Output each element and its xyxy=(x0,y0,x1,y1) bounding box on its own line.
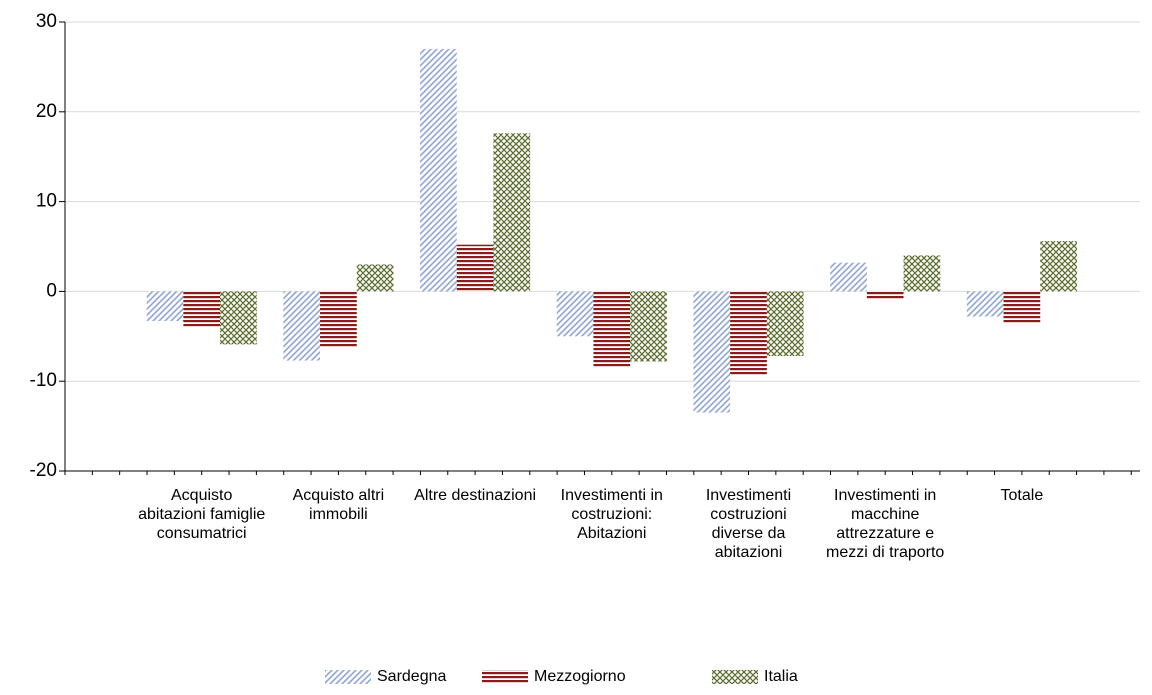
bar xyxy=(730,291,767,375)
bar xyxy=(456,244,494,292)
bar xyxy=(830,262,867,292)
bar xyxy=(493,133,531,292)
bar xyxy=(556,291,594,337)
y-tick-label: -20 xyxy=(30,460,57,481)
x-tick-label: Acquisto abitazioni famiglie consumatric… xyxy=(138,487,266,542)
y-tick-label: 10 xyxy=(36,191,57,212)
bar xyxy=(766,291,804,357)
legend-label: Sardegna xyxy=(377,668,446,685)
x-tick-label: Altre destinazioni xyxy=(414,487,537,504)
bar xyxy=(866,291,904,299)
legend-swatch xyxy=(482,670,528,684)
x-tick-label: Investimenti costruzioni diverse da abit… xyxy=(705,487,792,561)
legend-label: Italia xyxy=(764,668,798,685)
bar xyxy=(966,291,1004,317)
legend-swatch xyxy=(325,670,371,684)
x-tick-label: Investimenti in macchine attrezzature e … xyxy=(826,487,945,561)
y-tick-label: 0 xyxy=(46,280,57,301)
y-tick-label: -10 xyxy=(30,370,57,391)
bar xyxy=(1040,241,1077,292)
x-tick-label: Totale xyxy=(1000,487,1044,504)
legend-label: Mezzogiorno xyxy=(534,668,626,685)
y-tick-label: 20 xyxy=(36,101,57,122)
legend-swatch xyxy=(712,670,758,684)
x-tick-label: Acquisto altri immobili xyxy=(292,487,385,523)
bar xyxy=(320,291,357,348)
bar xyxy=(283,291,321,361)
bar xyxy=(220,291,257,345)
bar xyxy=(693,291,731,413)
bar xyxy=(420,48,457,292)
bar xyxy=(356,264,394,292)
bar xyxy=(593,291,631,367)
bar xyxy=(146,291,184,322)
bar xyxy=(630,291,667,362)
x-tick-label: Investimenti in costruzioni: Abitazioni xyxy=(560,487,663,542)
bar xyxy=(903,255,941,292)
bar xyxy=(183,291,221,327)
bar xyxy=(1003,291,1041,323)
y-tick-label: 30 xyxy=(36,11,57,32)
